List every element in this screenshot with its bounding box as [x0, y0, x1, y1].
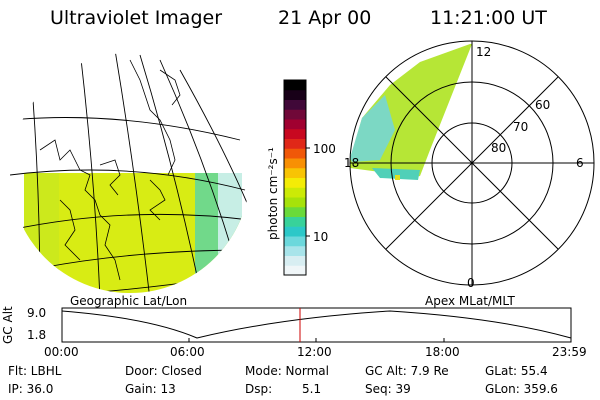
- altitude-xtick-0600: 06:00: [170, 345, 205, 359]
- date-label: 21 Apr 00: [278, 7, 372, 29]
- colorbar-segment: [284, 99, 306, 110]
- mlt-label-18: 18: [344, 156, 360, 170]
- mlt-label-6: 6: [576, 156, 584, 170]
- colorbar-segment: [284, 255, 306, 266]
- info-dsp-label: Dsp:: [245, 382, 273, 396]
- colorbar-segment: [284, 245, 306, 256]
- colorbar-segment: [284, 236, 306, 247]
- info-seq: Seq: 39: [365, 382, 411, 396]
- info-dsp-value: 5.1: [302, 382, 322, 396]
- info-door: Door: Closed: [125, 364, 202, 378]
- altitude-xtick-0000: 00:00: [44, 345, 79, 359]
- colorbar-tick-marks: [306, 147, 310, 237]
- colorbar-tick-100: 100: [313, 142, 336, 156]
- globe-coastlines: [39, 59, 181, 281]
- colorbar-segment: [284, 89, 306, 100]
- colorbar-gradient: [284, 80, 306, 276]
- polar-panel-label: Apex MLat/MLT: [425, 294, 515, 308]
- altitude-xtick-1800: 18:00: [425, 345, 460, 359]
- mlat-label-80: 80: [491, 141, 507, 155]
- info-glat: GLat: 55.4: [485, 364, 548, 378]
- colorbar-segment: [284, 197, 306, 208]
- time-label: 11:21:00 UT: [430, 7, 547, 29]
- info-mode: Mode: Normal: [245, 364, 329, 378]
- colorbar-segment: [284, 109, 306, 120]
- colorbar-segment: [284, 265, 306, 276]
- altitude-ylabel: GC Alt: [1, 306, 15, 344]
- instrument-title: Ultraviolet Imager: [50, 7, 223, 29]
- altitude-xtick-2359: 23:59: [552, 345, 587, 359]
- polar-grid: [349, 40, 595, 286]
- globe-meridians: [29, 53, 250, 293]
- colorbar-tick-10: 10: [313, 230, 329, 244]
- mlat-label-60: 60: [535, 98, 551, 112]
- colorbar-segment: [284, 158, 306, 169]
- colorbar-segment: [284, 128, 306, 139]
- colorbar-segment: [284, 138, 306, 149]
- info-gain: Gain: 13: [125, 382, 176, 396]
- colorbar-segment: [284, 187, 306, 198]
- altitude-ytick-9: 9.0: [27, 306, 47, 320]
- colorbar-segment: [284, 119, 306, 130]
- colorbar-segment: [284, 216, 306, 227]
- altitude-ytick-1-8: 1.8: [27, 328, 47, 342]
- uv-image-polar: [350, 44, 472, 180]
- info-flt: Flt: LBHL: [8, 364, 62, 378]
- mlt-label-12: 12: [476, 45, 492, 59]
- mlat-label-70: 70: [513, 120, 529, 134]
- colorbar-segment: [284, 148, 306, 159]
- colorbar-segment: [284, 80, 306, 91]
- mlt-label-0: 0: [467, 276, 475, 290]
- colorbar-segment: [284, 167, 306, 178]
- globe-panel-label: Geographic Lat/Lon: [70, 294, 188, 308]
- altitude-x-ticks: [61, 338, 572, 342]
- info-ip: IP: 36.0: [8, 382, 54, 396]
- altitude-curve: [61, 310, 572, 339]
- info-glon: GLon: 359.6: [485, 382, 558, 396]
- colorbar-segment: [284, 226, 306, 237]
- colorbar-segment: [284, 177, 306, 188]
- info-gc-alt: GC Alt: 7.9 Re: [365, 364, 449, 378]
- colorbar-segment: [284, 206, 306, 217]
- altitude-xtick-1200: 12:00: [297, 345, 332, 359]
